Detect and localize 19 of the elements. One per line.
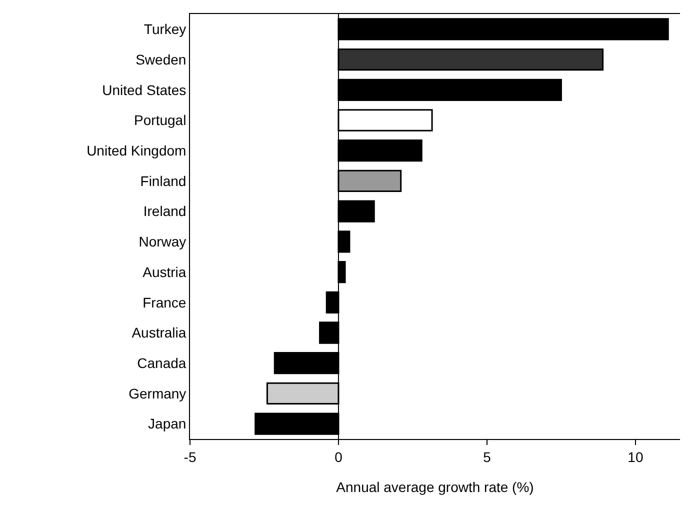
y-tick-label: Japan xyxy=(148,416,186,432)
y-tick-label: Norway xyxy=(138,234,186,250)
y-tick-label: United States xyxy=(102,82,186,98)
x-tick-label: 10 xyxy=(628,448,644,465)
y-tick-label: Finland xyxy=(140,172,186,189)
y-tick-label: Canada xyxy=(137,355,186,372)
x-tick-label: -5 xyxy=(184,448,196,465)
y-tick-label: Ireland xyxy=(143,203,186,220)
y-tick-label: Turkey xyxy=(144,21,186,38)
y-tick-label: Australia xyxy=(132,324,186,341)
y-tick-label: Portugal xyxy=(134,112,186,128)
x-tick-label: 0 xyxy=(334,448,343,465)
y-tick-label: United Kingdom xyxy=(86,142,186,159)
y-tick-label: Sweden xyxy=(136,51,186,68)
y-tick-label: Austria xyxy=(142,264,186,280)
y-tick-label: France xyxy=(142,294,186,310)
x-axis-title: Annual average growth rate (%) xyxy=(336,479,534,496)
x-tick-label: 5 xyxy=(483,448,492,465)
y-tick-label: Germany xyxy=(128,385,186,402)
